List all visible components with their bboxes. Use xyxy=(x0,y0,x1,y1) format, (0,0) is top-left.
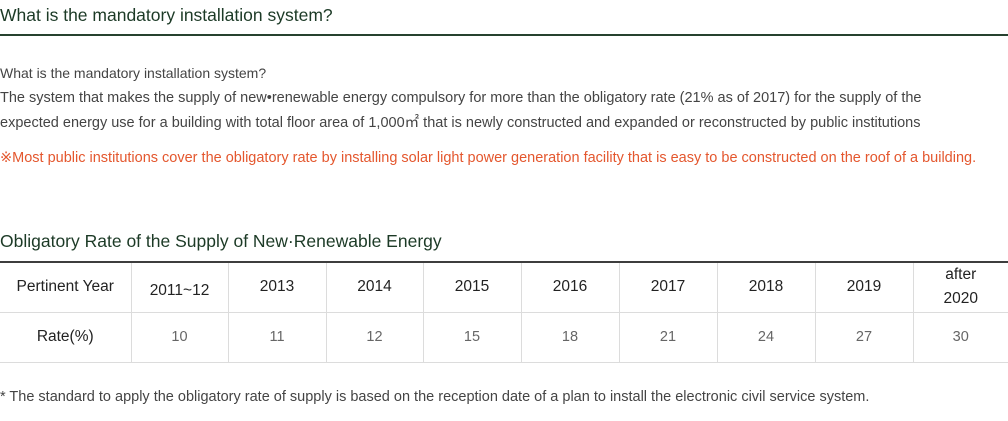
rate-cell: 30 xyxy=(952,329,969,345)
year-cell: 2016 xyxy=(521,262,620,312)
description-question: What is the mandatory installation syste… xyxy=(0,65,267,81)
year-label: 2014 xyxy=(357,278,392,296)
year-label: 2013 xyxy=(259,278,295,296)
rate-cell: 21 xyxy=(619,312,718,362)
footnote: * The standard to apply the obligatory r… xyxy=(0,389,870,405)
year-cell: 2014 xyxy=(326,262,424,312)
year-label: 2016 xyxy=(552,278,588,296)
year-cell: 2013 xyxy=(228,262,327,312)
description-line-2: expected energy use for a building with … xyxy=(0,115,921,131)
rate-cell: 24 xyxy=(717,312,816,362)
obligatory-rate-table: Pertinent Year 2011~12 2013 2014 2015 20… xyxy=(0,261,1008,363)
row-label-rate: Rate(%) xyxy=(0,312,132,362)
year-cell: 2015 xyxy=(423,262,522,312)
year-label: 2018 xyxy=(748,278,784,296)
rate-cell: 18 xyxy=(521,312,620,362)
year-label: 2017 xyxy=(650,278,686,296)
title-divider xyxy=(0,34,1008,36)
year-label: 2011~12 xyxy=(149,282,210,300)
year-cell: 2019 xyxy=(815,262,914,312)
rate-cell: 12 xyxy=(326,312,424,362)
rate-cell: 10 xyxy=(131,312,229,362)
section-title-obligatory-rate: Obligatory Rate of the Supply of New·Ren… xyxy=(0,231,442,251)
description-line-1: The system that makes the supply of new•… xyxy=(0,90,922,106)
notice-text: ※Most public institutions cover the obli… xyxy=(0,150,977,166)
year-label: 2019 xyxy=(846,278,882,296)
rate-cell: 11 xyxy=(228,312,327,362)
rate-cell: 27 xyxy=(815,312,914,362)
year-label: 2015 xyxy=(454,278,490,296)
year-cell: after 2020 xyxy=(913,262,1008,312)
year-cell: 2018 xyxy=(717,262,816,312)
table-row: Rate(%) 10 11 12 15 18 21 24 27 30 xyxy=(0,312,1008,362)
year-label: after 2020 xyxy=(943,266,978,308)
rate-cell: 15 xyxy=(423,312,522,362)
year-cell: 2011~12 xyxy=(131,262,229,312)
year-cell: 2017 xyxy=(619,262,718,312)
header-label-pertinent-year: Pertinent Year xyxy=(0,262,132,312)
section-title-mandatory-installation: What is the mandatory installation syste… xyxy=(0,5,333,25)
description-block: What is the mandatory installation syste… xyxy=(0,61,1008,136)
table-header-row: Pertinent Year 2011~12 2013 2014 2015 20… xyxy=(0,262,1008,312)
